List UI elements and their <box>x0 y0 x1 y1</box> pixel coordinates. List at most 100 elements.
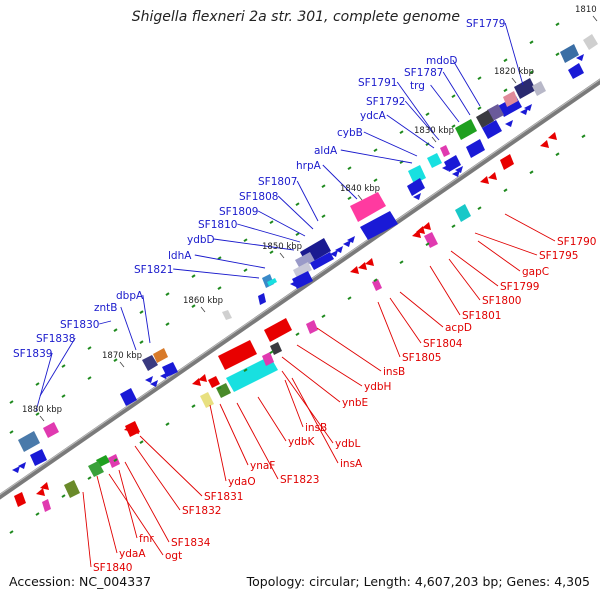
gene-label[interactable]: SF1831 <box>204 491 243 503</box>
gene-feature[interactable] <box>153 348 168 363</box>
gene-feature[interactable] <box>583 34 598 50</box>
gene-label[interactable]: SF1821 <box>134 264 173 276</box>
gene-label[interactable]: SF1791 <box>358 77 397 89</box>
gene-feature[interactable] <box>295 252 315 269</box>
gene-feature[interactable] <box>43 422 59 438</box>
gene-feature[interactable] <box>30 449 47 466</box>
gene-label[interactable]: insB <box>305 422 327 434</box>
gene-label[interactable]: SF1823 <box>280 474 319 486</box>
gene-feature[interactable] <box>407 178 425 196</box>
gene-feature[interactable] <box>120 388 137 406</box>
gene-feature[interactable] <box>216 383 231 398</box>
gene-label[interactable]: SF1830 <box>60 319 99 331</box>
gene-label[interactable]: SF1795 <box>539 250 578 262</box>
gene-feature[interactable] <box>293 262 312 278</box>
gene-feature[interactable] <box>226 356 278 392</box>
gene-label[interactable]: ydbH <box>364 381 391 393</box>
gene-label[interactable]: SF1779 <box>466 18 505 30</box>
gene-feature[interactable] <box>408 165 426 184</box>
gene-label[interactable]: gapC <box>522 266 549 278</box>
gene-feature[interactable] <box>88 461 104 477</box>
gene-label[interactable]: ynbE <box>342 397 368 409</box>
gene-label[interactable]: fnr <box>139 533 154 545</box>
gene-feature[interactable] <box>142 355 158 371</box>
gene-label[interactable]: SF1799 <box>500 281 539 293</box>
gene-label[interactable]: SF1810 <box>198 219 237 231</box>
gene-label[interactable]: SF1834 <box>171 537 211 549</box>
ruler-tick <box>357 194 363 201</box>
gene-feature[interactable] <box>476 110 494 128</box>
gene-feature[interactable] <box>258 293 266 305</box>
gene-feature[interactable] <box>64 480 80 498</box>
gene-label[interactable]: insB <box>383 366 405 378</box>
gene-feature[interactable] <box>267 278 277 286</box>
gene-feature[interactable] <box>306 320 318 334</box>
gene-feature[interactable] <box>424 232 438 248</box>
gene-feature[interactable] <box>218 340 257 370</box>
gene-label[interactable]: ydbK <box>288 436 316 448</box>
gene-feature[interactable] <box>310 252 334 270</box>
gene-label[interactable]: trg <box>410 80 425 92</box>
gene-label[interactable]: SF1790 <box>557 236 596 248</box>
gene-feature[interactable] <box>208 376 220 388</box>
gene-label[interactable]: cybB <box>337 127 363 139</box>
gene-label[interactable]: SF1808 <box>239 191 278 203</box>
gene-label[interactable]: ydbD <box>187 234 215 246</box>
gene-feature[interactable] <box>292 271 313 289</box>
direction-arrow <box>488 172 497 180</box>
gene-feature[interactable] <box>568 63 584 79</box>
gene-label[interactable]: SF1840 <box>93 562 132 574</box>
gene-label[interactable]: dbpA <box>116 290 144 302</box>
gene-feature[interactable] <box>42 499 51 512</box>
gene-feature[interactable] <box>200 392 214 408</box>
gene-label[interactable]: SF1805 <box>402 352 441 364</box>
gene-feature[interactable] <box>350 192 386 222</box>
gene-feature[interactable] <box>262 352 274 366</box>
gene-label[interactable]: SF1838 <box>36 333 75 345</box>
gene-label[interactable]: ldhA <box>168 250 192 262</box>
gene-label[interactable]: ydcA <box>360 110 387 122</box>
gene-label[interactable]: aldA <box>314 145 338 157</box>
gene-feature[interactable] <box>222 310 232 320</box>
gene-label[interactable]: SF1839 <box>13 348 52 360</box>
gene-label[interactable]: hrpA <box>296 160 322 172</box>
gene-label[interactable]: SF1800 <box>482 295 521 307</box>
gene-label[interactable]: SF1807 <box>258 176 297 188</box>
gene-feature[interactable] <box>455 119 477 140</box>
gene-feature[interactable] <box>455 204 471 222</box>
leader-line <box>399 291 444 328</box>
gene-label[interactable]: zntB <box>94 302 118 314</box>
gene-feature[interactable] <box>264 318 292 342</box>
gene-feature[interactable] <box>514 78 536 99</box>
gene-feature[interactable] <box>532 81 546 96</box>
gene-feature[interactable] <box>427 153 442 168</box>
gene-label[interactable]: ynaF <box>250 460 275 472</box>
track-dot <box>191 304 196 308</box>
gene-label[interactable]: ydbL <box>335 438 361 450</box>
gene-label[interactable]: SF1801 <box>462 310 501 322</box>
gene-label[interactable]: SF1832 <box>182 505 221 517</box>
gene-label[interactable]: SF1792 <box>366 96 405 108</box>
track-dot <box>503 88 508 93</box>
gene-feature[interactable] <box>14 492 26 507</box>
gene-label[interactable]: insA <box>340 458 363 470</box>
track-dot <box>165 322 170 326</box>
gene-feature[interactable] <box>360 211 398 240</box>
gene-label[interactable]: ydaA <box>119 548 146 560</box>
gene-label[interactable]: ogt <box>165 550 182 562</box>
gene-feature[interactable] <box>440 145 450 157</box>
gene-feature[interactable] <box>500 154 514 170</box>
gene-label[interactable]: acpD <box>445 322 472 334</box>
gene-feature[interactable] <box>560 44 579 63</box>
gene-feature[interactable] <box>18 431 40 452</box>
gene-feature[interactable] <box>466 139 485 158</box>
gene-label[interactable]: ydaO <box>228 476 256 488</box>
gene-label[interactable]: mdoD <box>426 55 457 67</box>
gene-label[interactable]: SF1809 <box>219 206 258 218</box>
gene-label[interactable]: SF1804 <box>423 338 463 350</box>
gene-feature[interactable] <box>372 279 382 291</box>
direction-arrow <box>365 258 374 266</box>
gene-feature[interactable] <box>482 120 502 139</box>
gene-feature[interactable] <box>503 91 518 107</box>
gene-label[interactable]: SF1787 <box>404 67 443 79</box>
